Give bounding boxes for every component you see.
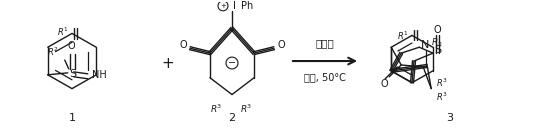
Text: $R^2$: $R^2$	[47, 46, 59, 58]
Text: $R^1$: $R^1$	[397, 29, 409, 42]
Text: NH: NH	[92, 70, 107, 80]
Text: 3: 3	[446, 113, 453, 123]
Text: O: O	[277, 40, 284, 50]
Text: $R_2$: $R_2$	[431, 36, 443, 49]
Text: 催化剂: 催化剂	[316, 38, 334, 48]
Text: O: O	[68, 41, 75, 51]
Text: +: +	[161, 56, 174, 70]
Text: O: O	[380, 79, 388, 89]
Text: S: S	[69, 69, 76, 79]
Text: Ph: Ph	[241, 1, 253, 11]
Text: $R^3$: $R^3$	[436, 90, 448, 103]
Text: $R^3$: $R^3$	[240, 102, 252, 115]
Text: O: O	[179, 40, 187, 50]
Text: S: S	[434, 45, 441, 55]
Text: $R^1$: $R^1$	[57, 25, 69, 38]
Text: 2: 2	[229, 113, 236, 123]
Text: 1: 1	[68, 113, 75, 123]
Text: N: N	[421, 40, 429, 50]
Text: −: −	[228, 58, 236, 68]
Text: O: O	[433, 25, 441, 34]
Text: $R^3$: $R^3$	[210, 102, 222, 115]
Text: I: I	[233, 1, 236, 11]
Text: +: +	[220, 3, 226, 9]
Text: 溶剂, 50°C: 溶剂, 50°C	[304, 72, 346, 82]
Text: $R^3$: $R^3$	[436, 77, 448, 89]
